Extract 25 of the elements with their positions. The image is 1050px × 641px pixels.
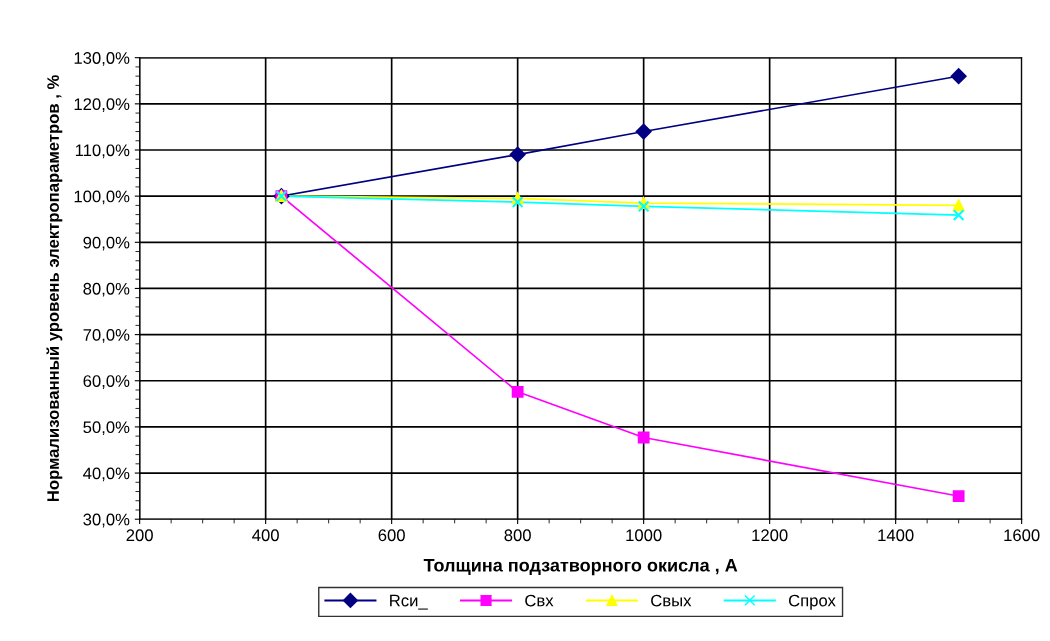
x-tick-label: 1400 bbox=[878, 529, 914, 542]
y-tick-label: 90,0% bbox=[83, 236, 130, 251]
y-tick-label: 70,0% bbox=[83, 329, 130, 343]
y-tick-label: 60,0% bbox=[83, 375, 130, 389]
y-tick-label: 40,0% bbox=[83, 467, 130, 482]
legend-label: Свых bbox=[651, 594, 692, 607]
y-tick-label: 130,0% bbox=[74, 52, 130, 66]
y-tick-label: 50,0% bbox=[83, 421, 130, 436]
legend-label: Спрох bbox=[788, 594, 836, 610]
x-tick-label: 800 bbox=[504, 529, 531, 542]
y-tick-label: 100,0% bbox=[74, 190, 130, 205]
x-tick-label: 200 bbox=[126, 529, 153, 542]
y-tick-label: 120,0% bbox=[74, 98, 130, 113]
x-tick-label: 400 bbox=[252, 529, 279, 542]
x-tick-label: 1600 bbox=[1004, 529, 1040, 542]
legend-label: Rси_ bbox=[390, 594, 428, 610]
x-tick-label: 1000 bbox=[626, 529, 662, 542]
x-tick-label: 1200 bbox=[752, 529, 788, 542]
legend-label: Свх bbox=[525, 594, 554, 607]
x-tick-label: 600 bbox=[378, 529, 405, 542]
x-axis-title: Толщина подзатворного окисла , А bbox=[423, 559, 738, 576]
y-tick-label: 110,0% bbox=[75, 144, 130, 159]
y-tick-label: 30,0% bbox=[83, 513, 130, 528]
y-axis-title: Нормализованный уровень электропараметров , % bbox=[46, 75, 63, 502]
y-tick-label: 80,0% bbox=[83, 282, 130, 297]
